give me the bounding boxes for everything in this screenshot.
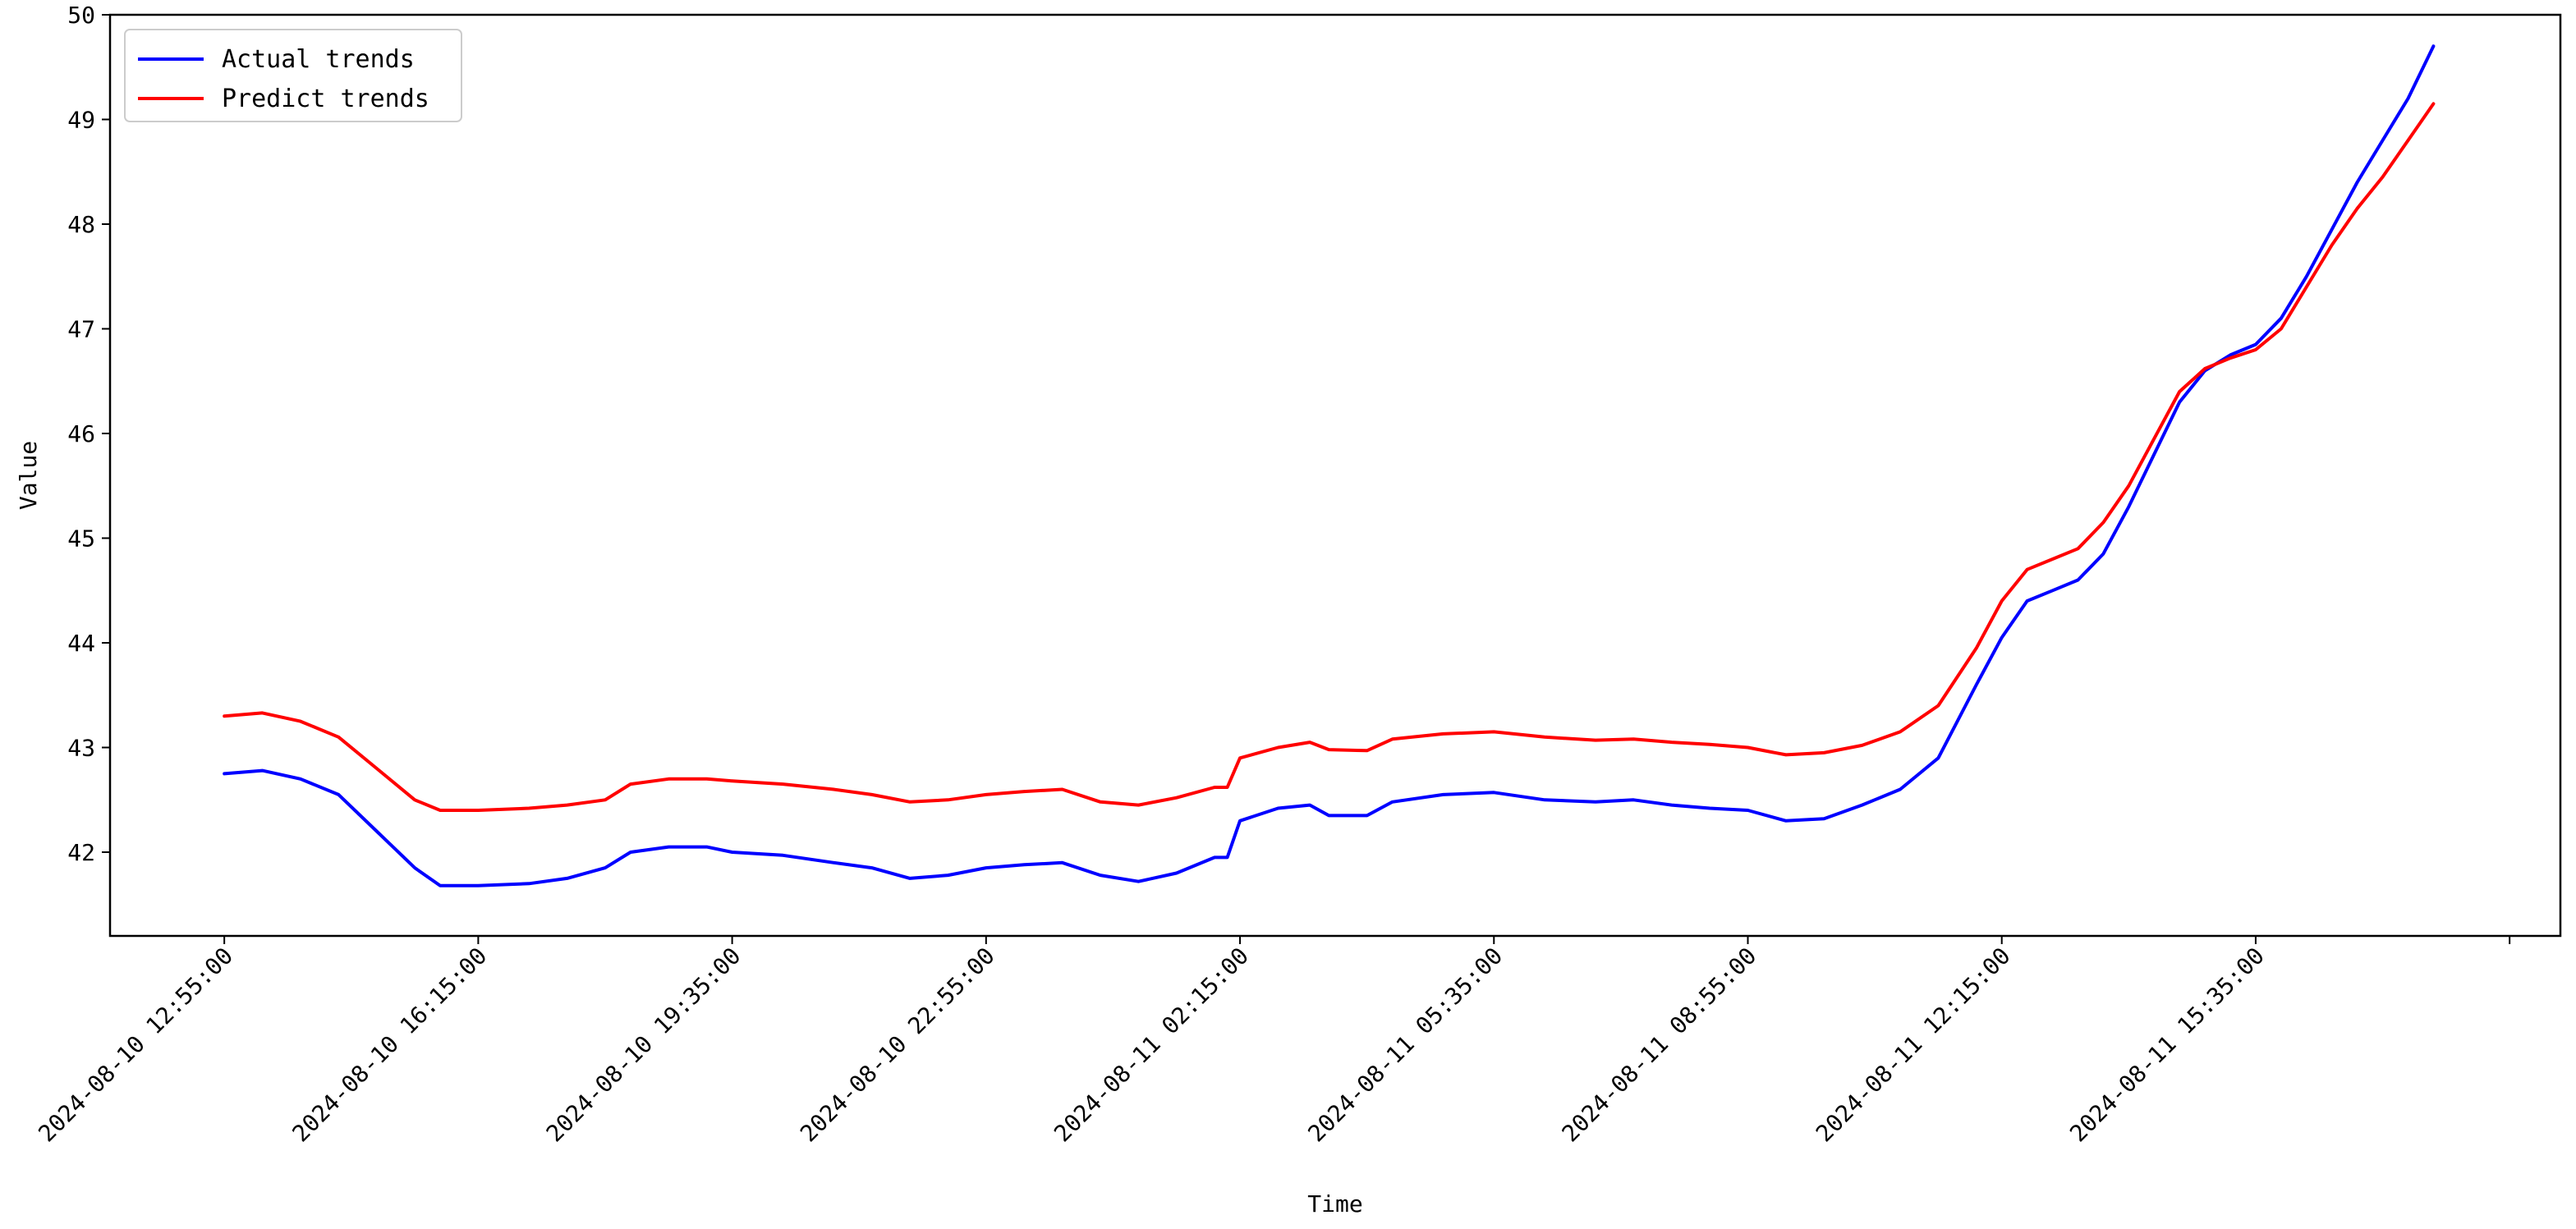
series-layer bbox=[223, 44, 2436, 887]
y-tick-label: 43 bbox=[67, 735, 95, 762]
y-tick-label: 50 bbox=[67, 2, 95, 29]
series-line-predict bbox=[223, 102, 2436, 812]
y-tick-label: 49 bbox=[67, 107, 95, 134]
legend-box bbox=[124, 29, 462, 122]
y-axis-title: Value bbox=[15, 441, 42, 510]
y-tick-label: 45 bbox=[67, 525, 95, 553]
legend-label-actual: Actual trends bbox=[222, 45, 415, 74]
y-tick-label: 42 bbox=[67, 839, 95, 866]
legend: Actual trends Predict trends bbox=[124, 29, 462, 122]
x-axis-title: Time bbox=[1307, 1190, 1362, 1218]
y-tick-label: 44 bbox=[67, 630, 95, 657]
legend-label-predict: Predict trends bbox=[222, 85, 429, 113]
y-axis: 42 43 44 45 46 47 48 49 50 bbox=[67, 2, 110, 866]
series-line-actual bbox=[223, 44, 2436, 887]
y-tick-label: 48 bbox=[67, 211, 95, 238]
y-tick-label: 47 bbox=[67, 316, 95, 343]
plot-frame bbox=[108, 13, 2562, 938]
y-tick-label: 46 bbox=[67, 420, 95, 447]
